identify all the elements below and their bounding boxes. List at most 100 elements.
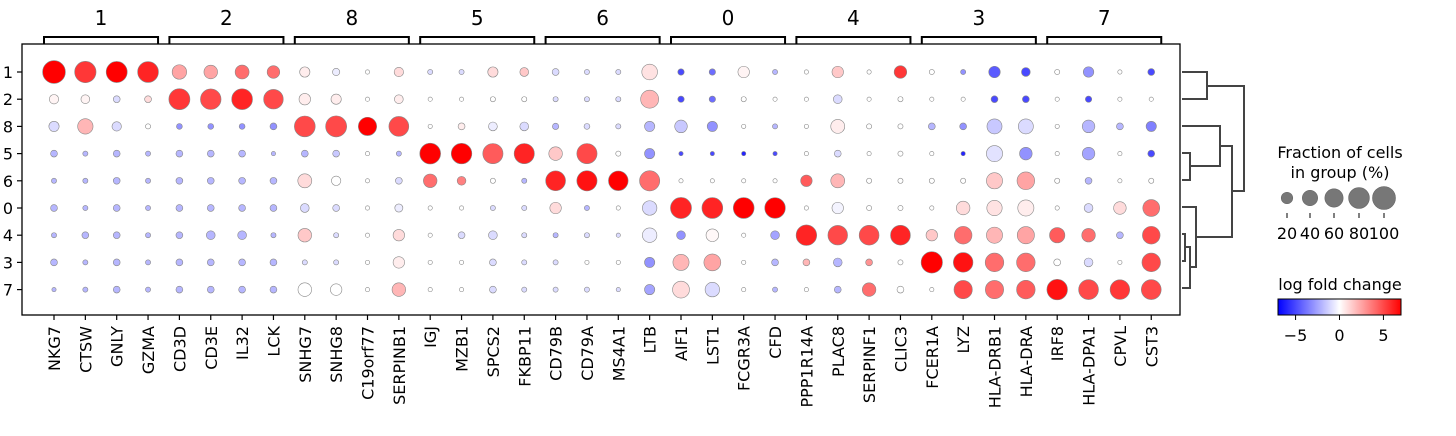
dot-7-CPVL	[1109, 279, 1131, 300]
dot-7-SERPINB1	[391, 282, 406, 297]
dot-3-LCK	[269, 258, 278, 267]
dot-0-SERPINB1	[394, 203, 404, 213]
dot-8-GNLY	[111, 121, 122, 132]
size-legend-dot	[1372, 186, 1396, 210]
dot-0-LST1	[701, 197, 724, 219]
dot-3-CPVL	[1117, 259, 1123, 265]
gene-group-label: 5	[471, 6, 484, 30]
x-tick-label: CPVL	[1111, 326, 1130, 367]
dot-3-FCGR3A	[741, 259, 747, 265]
dot-3-AIF1	[672, 254, 690, 271]
dot-5-AIF1	[678, 151, 684, 157]
dot-6-FCGR3A	[741, 178, 747, 184]
dot-5-CD3D	[175, 149, 184, 158]
dot-3-CFD	[771, 258, 779, 267]
dot-7-SNHG7	[297, 282, 312, 297]
dot-3-C19orf77	[365, 259, 370, 265]
dot-1-AIF1	[677, 68, 685, 76]
gene-group-label: 0	[722, 6, 735, 30]
dot-4-GZMA	[145, 232, 151, 239]
dot-6-MS4A1	[608, 170, 629, 191]
x-tick-label: CD79A	[578, 326, 597, 381]
dot-2-LCK	[263, 89, 284, 110]
dot-3-LTB	[644, 256, 656, 268]
dot-3-IGJ	[427, 259, 433, 265]
dot-8-PPP1R14A	[803, 123, 809, 129]
dot-2-CTSW	[80, 94, 91, 104]
dot-5-LTB	[644, 148, 656, 160]
dot-0-GZMA	[145, 205, 151, 211]
dot-6-SPCS2	[490, 177, 496, 184]
dot-3-GZMA	[145, 259, 151, 266]
color-bar-tick-label: 0	[1334, 326, 1344, 345]
dot-0-CD3E	[207, 204, 215, 212]
dot-4-FCGR3A	[741, 232, 747, 238]
dot-5-HLA-DPA1	[1081, 147, 1096, 161]
dendrogram-link	[1196, 145, 1233, 238]
dot-8-SNHG7	[294, 115, 316, 138]
dot-3-MZB1	[459, 259, 464, 265]
dot-5-LCK	[271, 151, 276, 157]
dot-2-SPCS2	[490, 96, 496, 103]
dot-1-CTSW	[74, 61, 97, 83]
dot-4-SNHG7	[297, 228, 312, 243]
dot-7-IL32	[238, 285, 246, 294]
dot-5-FCER1A	[929, 151, 935, 157]
dot-1-SNHG7	[299, 66, 311, 78]
x-tick-label: MS4A1	[609, 326, 628, 381]
dot-4-LST1	[705, 228, 719, 242]
dot-1-FCGR3A	[737, 65, 750, 79]
dot-1-MZB1	[458, 69, 465, 75]
dot-0-LTB	[642, 200, 658, 216]
dot-2-CD3E	[200, 88, 222, 110]
dot-2-CD79B	[552, 96, 559, 103]
dot-3-PLAC8	[833, 257, 843, 268]
gene-group-bracket	[419, 36, 536, 44]
dot-7-SPCS2	[489, 285, 497, 294]
x-tick-label: CTSW	[76, 326, 95, 373]
dot-5-SNHG7	[301, 149, 309, 158]
dot-5-CD79B	[548, 146, 563, 161]
dot-2-PLAC8	[833, 94, 843, 104]
gene-group-label: 2	[220, 6, 233, 30]
x-tick-label: LYZ	[954, 326, 973, 354]
y-tick-label: 2	[3, 90, 13, 109]
size-legend-title: Fraction of cells	[1277, 143, 1402, 162]
dot-4-FCER1A	[925, 229, 938, 242]
dot-0-CFD	[764, 197, 786, 219]
gene-group-label: 6	[596, 6, 609, 30]
dot-1-CPVL	[1117, 69, 1123, 75]
dot-0-FCGR3A	[732, 197, 755, 219]
dot-3-SERPINF1	[865, 258, 873, 267]
dot-1-CLIC3	[893, 65, 908, 79]
dot-3-CTSW	[82, 259, 89, 266]
dot-3-HLA-DRB1	[984, 252, 1005, 272]
dot-8-CTSW	[77, 118, 94, 135]
dot-2-GZMA	[144, 95, 152, 103]
dot-7-LYZ	[953, 280, 973, 300]
dot-8-GZMA	[145, 123, 151, 130]
dot-7-LST1	[704, 282, 720, 298]
dot-0-SNHG8	[332, 204, 340, 212]
dot-8-IGJ	[427, 123, 433, 129]
dot-5-SERPINB1	[395, 150, 402, 157]
dot-0-C19orf77	[365, 205, 370, 211]
dot-7-IGJ	[427, 287, 433, 293]
dot-2-SNHG8	[330, 93, 342, 105]
dot-6-IL32	[238, 177, 246, 185]
dot-2-PPP1R14A	[803, 96, 809, 102]
dot-6-PLAC8	[830, 173, 846, 189]
dot-0-CD79A	[584, 205, 590, 211]
dot-2-IRF8	[1054, 96, 1060, 102]
dot-1-SERPINF1	[866, 69, 872, 75]
dot-7-GNLY	[112, 285, 121, 294]
dot-5-MS4A1	[615, 150, 622, 157]
dot-0-AIF1	[670, 197, 692, 219]
dot-6-HLA-DPA1	[1084, 177, 1093, 185]
dot-5-GNLY	[112, 149, 121, 158]
dot-1-FKBP11	[519, 67, 529, 77]
dendrogram-link	[1182, 152, 1191, 181]
dot-8-CD3D	[176, 123, 183, 130]
dot-6-SERPINF1	[866, 177, 872, 184]
